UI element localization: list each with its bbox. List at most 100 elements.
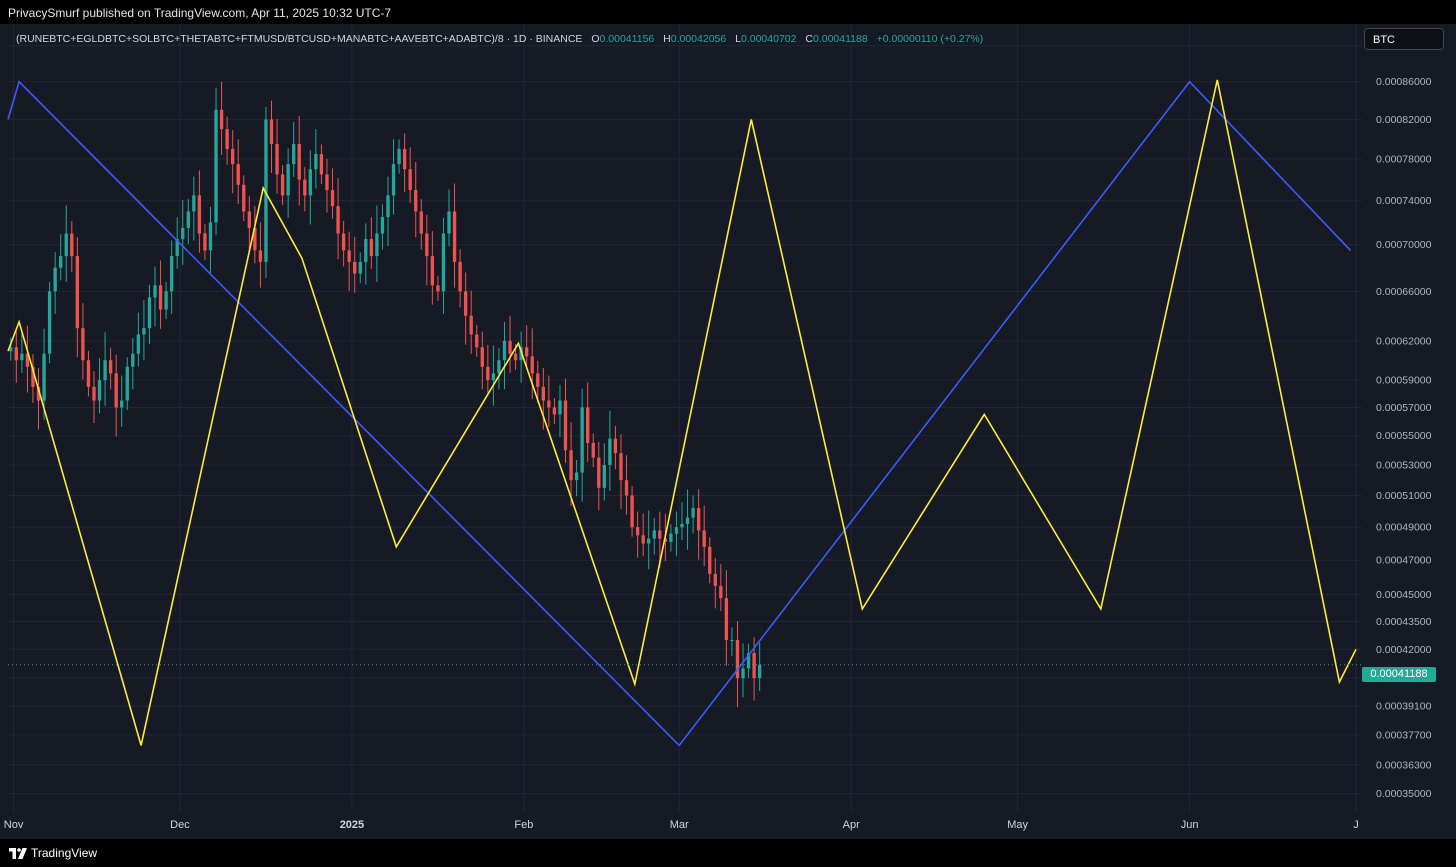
candle (724, 570, 729, 666)
candle (147, 284, 152, 345)
trend-lines (7, 79, 1362, 747)
candle (347, 231, 351, 291)
candle-body (314, 153, 318, 170)
candle-body (375, 233, 379, 257)
candle-body (414, 190, 418, 212)
candle-body (358, 261, 362, 274)
candle (269, 100, 274, 173)
candle-body (197, 195, 202, 234)
candle-body (591, 442, 595, 458)
candle (391, 139, 396, 215)
chart-area[interactable] (0, 24, 1456, 839)
x-tick-label: Nov (4, 819, 24, 831)
candle (486, 344, 490, 393)
last-price-badge: 0.00041188 (1362, 667, 1436, 682)
candle-body (508, 340, 512, 354)
candle-body (14, 347, 18, 361)
candle (452, 183, 457, 288)
candle (702, 505, 706, 567)
y-tick-label: 0.00066000 (1376, 286, 1432, 298)
symbol-name[interactable]: (RUNEBTC+EGLDBTC+SOLBTC+THETABTC+FTMUSD/… (16, 33, 583, 45)
candle-body (419, 211, 423, 234)
publisher-text: PrivacySmurf published on TradingView.co… (8, 6, 392, 20)
candle-body (746, 653, 751, 669)
candle (81, 303, 85, 380)
candle-body (558, 400, 562, 415)
candle (341, 220, 346, 267)
y-tick-label: 0.00082000 (1376, 114, 1432, 126)
candle (364, 223, 368, 285)
candle-body (75, 256, 80, 329)
candle-body (447, 211, 451, 234)
candle (42, 328, 46, 420)
candle-body (186, 211, 190, 228)
candle-body (369, 239, 374, 257)
candle-body (214, 109, 218, 223)
brand-text: TradingView (31, 846, 98, 860)
candle (303, 167, 307, 212)
candle-body (219, 109, 224, 130)
candle-body (513, 353, 518, 361)
candle-body (452, 211, 457, 262)
candle (569, 422, 573, 506)
candle (280, 164, 285, 205)
high-value: 0.00042056 (670, 33, 727, 45)
candle (70, 220, 74, 273)
candle (25, 325, 30, 393)
candle (541, 368, 545, 430)
candle (319, 144, 324, 184)
candle-body (436, 285, 440, 292)
candle (125, 357, 129, 411)
candle-body (208, 222, 213, 251)
candle-body (647, 538, 651, 544)
y-tick-label: 0.00053000 (1376, 460, 1432, 472)
candle (658, 511, 662, 568)
candle (92, 371, 96, 424)
candle-body (547, 400, 551, 408)
candle-body (286, 164, 290, 196)
candle-body (541, 386, 545, 401)
candle-body (292, 143, 296, 165)
candle-body (364, 239, 368, 262)
candle (275, 118, 279, 194)
candle (158, 260, 163, 329)
candle-body (81, 328, 85, 361)
candle (203, 224, 207, 260)
open-value: 0.00041156 (599, 33, 655, 45)
candle-body (242, 184, 246, 212)
candle (153, 266, 157, 327)
currency-button[interactable]: BTC (1364, 28, 1444, 50)
tradingview-brand[interactable]: TradingView (9, 846, 97, 860)
candle (708, 537, 712, 584)
candle-body (463, 291, 468, 316)
y-tick-label: 0.00086000 (1376, 76, 1432, 88)
y-tick-label: 0.00070000 (1376, 239, 1432, 251)
candle (652, 517, 656, 555)
candle-body (469, 315, 473, 335)
change-value: +0.00000110 (+0.27%) (876, 33, 984, 45)
candle (86, 350, 91, 397)
candle (380, 204, 385, 250)
candle (225, 116, 229, 165)
candle (719, 564, 723, 611)
candle (602, 443, 607, 501)
candle-body (175, 239, 179, 257)
candle (580, 388, 584, 502)
candle (680, 502, 684, 540)
candle (613, 426, 618, 470)
x-axis: Nov Dec 2025 Feb Mar Apr May Jun J (4, 819, 1359, 831)
candle-body (25, 353, 30, 367)
candle (175, 217, 179, 269)
candle-body (408, 169, 412, 191)
candle (547, 375, 551, 427)
candle (169, 240, 174, 314)
candle-body (696, 508, 701, 531)
candle-body (169, 256, 174, 292)
candle (641, 513, 645, 557)
candle (691, 495, 695, 534)
candle-body (297, 143, 301, 180)
candle-body (602, 465, 607, 488)
candle-body (635, 527, 640, 536)
candle (685, 489, 690, 550)
